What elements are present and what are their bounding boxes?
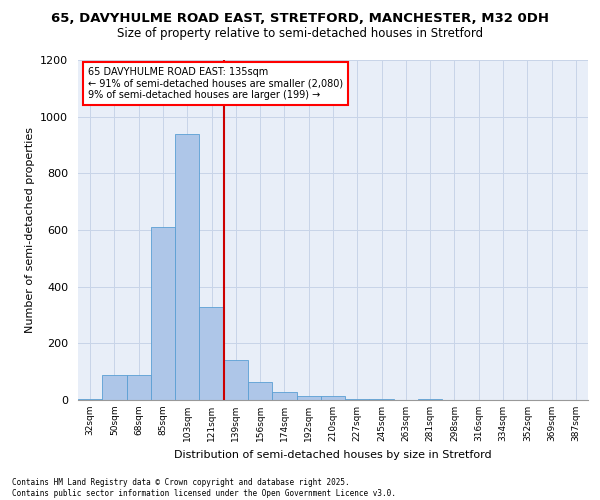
Bar <box>175 134 199 400</box>
Bar <box>102 374 127 400</box>
Bar <box>370 398 394 400</box>
Text: Contains HM Land Registry data © Crown copyright and database right 2025.
Contai: Contains HM Land Registry data © Crown c… <box>12 478 396 498</box>
X-axis label: Distribution of semi-detached houses by size in Stretford: Distribution of semi-detached houses by … <box>174 450 492 460</box>
Bar <box>78 398 102 400</box>
Bar <box>248 382 272 400</box>
Bar <box>224 360 248 400</box>
Text: Size of property relative to semi-detached houses in Stretford: Size of property relative to semi-detach… <box>117 28 483 40</box>
Text: 65, DAVYHULME ROAD EAST, STRETFORD, MANCHESTER, M32 0DH: 65, DAVYHULME ROAD EAST, STRETFORD, MANC… <box>51 12 549 26</box>
Bar <box>272 392 296 400</box>
Bar <box>418 398 442 400</box>
Bar <box>151 227 175 400</box>
Text: 65 DAVYHULME ROAD EAST: 135sqm
← 91% of semi-detached houses are smaller (2,080): 65 DAVYHULME ROAD EAST: 135sqm ← 91% of … <box>88 67 343 100</box>
Bar <box>127 374 151 400</box>
Bar <box>199 306 224 400</box>
Y-axis label: Number of semi-detached properties: Number of semi-detached properties <box>25 127 35 333</box>
Bar <box>321 396 345 400</box>
Bar <box>296 396 321 400</box>
Bar <box>345 398 370 400</box>
